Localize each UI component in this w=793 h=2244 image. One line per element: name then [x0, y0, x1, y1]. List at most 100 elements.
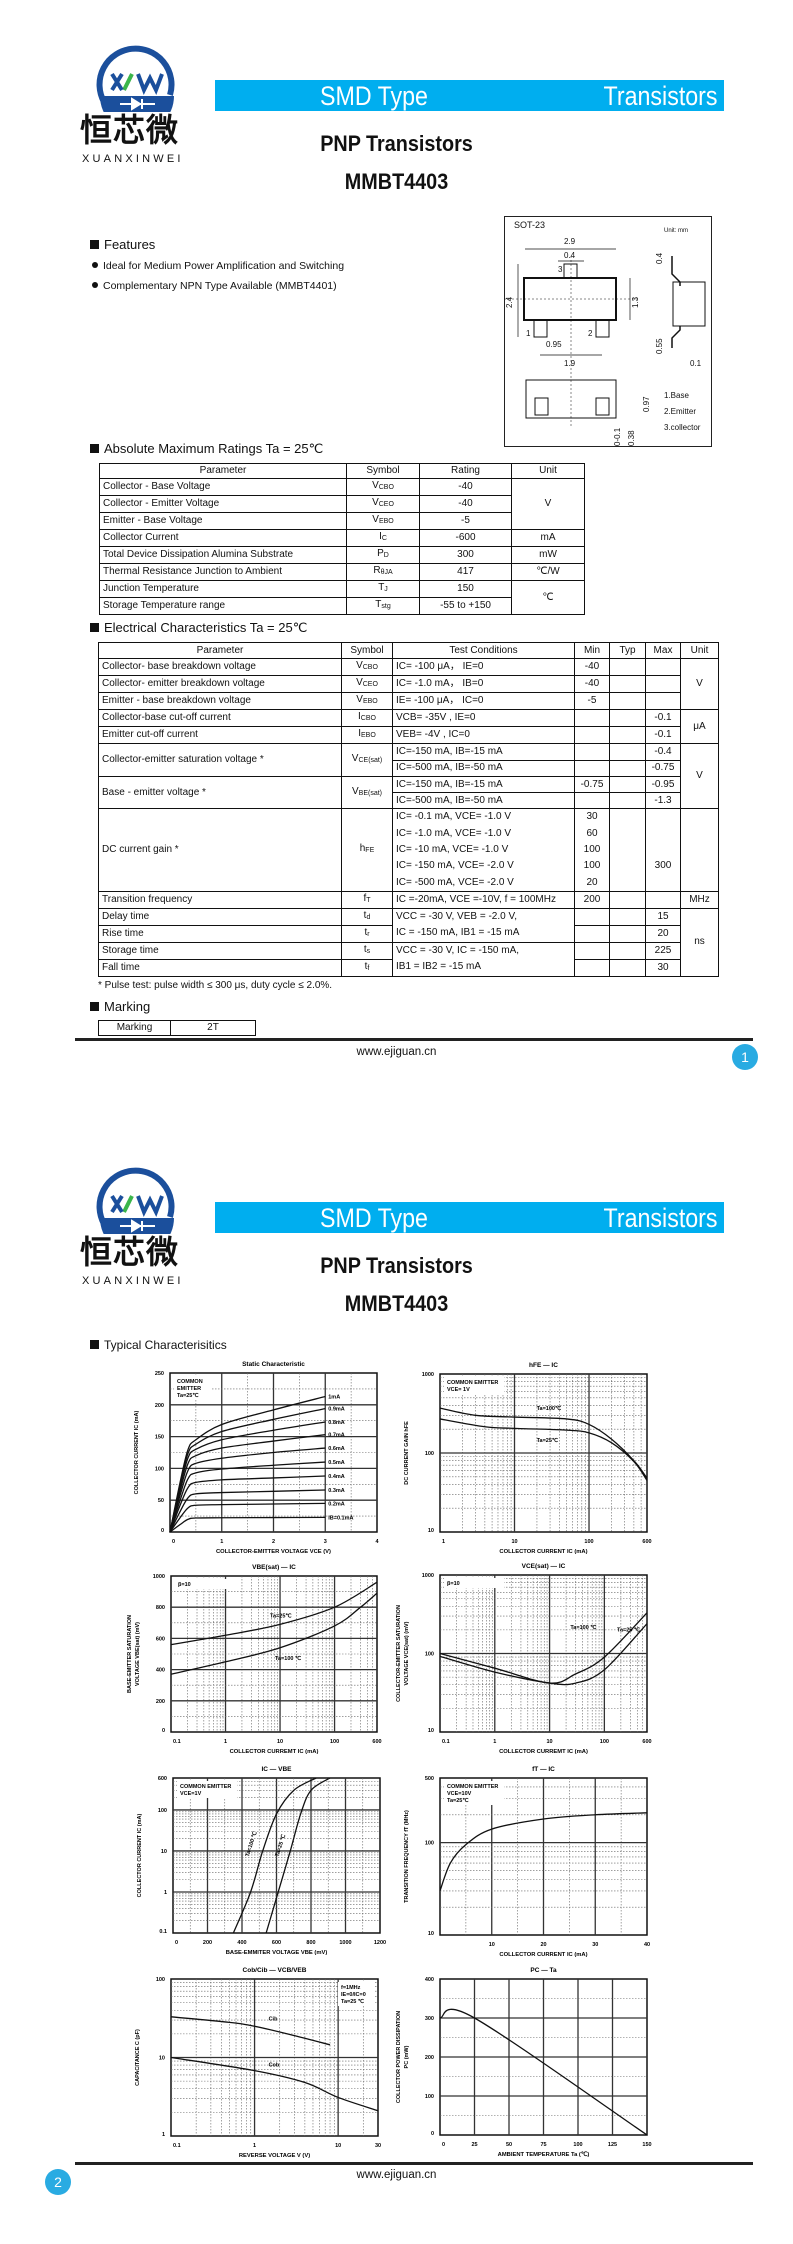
table-cell: PD [346, 546, 420, 564]
y-tick-label: 0 [431, 2131, 434, 2137]
table-cell: IEBO [341, 726, 393, 745]
marking-heading: Marking [90, 999, 150, 1014]
table-row: Collector-emitter saturation voltage * VC… [98, 743, 719, 810]
table-cell: Collector-emitter saturation voltage * [98, 743, 342, 777]
y-tick-label: 200 [156, 1699, 165, 1705]
symbol-base: t [363, 909, 367, 921]
series-line [169, 1475, 326, 1533]
x-tick-label: 0.1 [173, 1739, 181, 1745]
chart-note: β=10 [178, 1582, 191, 1588]
x-axis-label: COLLECTOR CURREMT IC (mA) [230, 1749, 319, 1755]
y-tick-label: 100 [155, 1466, 164, 1472]
y-tick-label: 250 [155, 1371, 164, 1377]
chart-title: hFE — IC [529, 1362, 558, 1369]
y-tick-label: 200 [425, 2055, 434, 2061]
table-cell [609, 658, 646, 677]
x-tick-label: 40 [644, 1942, 650, 1948]
cell-line: 60 [586, 827, 598, 839]
symbol-subscript: T [366, 896, 371, 904]
x-tick-label: 0 [172, 1539, 175, 1545]
table-cell [574, 907, 610, 926]
symbol-base: V [356, 694, 363, 706]
symbol-subscript: CEO [378, 501, 394, 508]
chart-note: COMMON EMITTER [180, 1784, 231, 1790]
cell-line: IC= -1.0 mA, VCE= -1.0 V [396, 827, 512, 839]
symbol-base: I [358, 728, 361, 740]
symbol-subscript: s [366, 947, 371, 955]
series-label: Ta=100 ℃ [275, 1655, 302, 1662]
table-cell [609, 759, 646, 777]
pin-legend: 3.collector [664, 423, 701, 432]
header-transistors: Transistors [604, 1203, 718, 1233]
table-cell [609, 941, 646, 960]
table-row: Base - emitter voltage * VBE(sat) IC=-150 … [98, 775, 719, 810]
marking-table: Marking 2T [98, 1020, 256, 1036]
feature-item: Complementary NPN Type Available (MMBT44… [92, 280, 337, 293]
table-cell: DC current gain * [98, 808, 342, 892]
series-label: Ta=100 ℃ [570, 1624, 597, 1631]
column-header: Min [574, 641, 610, 660]
table-cell: -0.75 [645, 759, 681, 777]
cell-line [649, 842, 677, 858]
y-tick-label: 500 [425, 1776, 434, 1782]
chart-note: VCE=10V [447, 1791, 472, 1797]
package-unit: Unit: mm [664, 228, 688, 234]
chart-note: f=1MHz [341, 1985, 361, 1991]
table-cell: VCEO [341, 675, 393, 694]
dimension-label: 0.1 [690, 359, 702, 368]
series-label: 0.3mA [328, 1488, 345, 1494]
chart-note: VCE=1V [180, 1791, 202, 1797]
header-banner: SMD Type Transistors [215, 80, 724, 111]
table-row: Collector - Emitter Voltage VCEO -40 [99, 495, 585, 513]
column-header: Test Conditions [392, 641, 575, 660]
y-tick-label: 400 [156, 1668, 165, 1674]
chart-title: Static Characteristic [242, 1361, 305, 1368]
column-header: Symbol [346, 463, 420, 479]
x-tick-label: 50 [506, 2142, 512, 2148]
x-tick-label: 1 [442, 1539, 445, 1545]
footer-url: www.ejiguan.cn [356, 2169, 437, 2181]
table-cell: MHz [680, 890, 719, 909]
series-label: Ta=25℃ [537, 1437, 559, 1444]
table-cell: V [680, 658, 719, 711]
table-cell: ℃ [511, 580, 585, 615]
symbol-subscript: CBO [360, 715, 376, 723]
pin-number: 1 [526, 329, 531, 338]
series-line [439, 1418, 648, 1481]
table-cell: 15 [645, 907, 681, 926]
table-cell [609, 808, 646, 892]
table-cell: Collector- emitter breakdown voltage [98, 675, 342, 694]
x-tick-label: 1 [493, 1739, 496, 1745]
x-tick-label: 0 [442, 2142, 445, 2148]
y-tick-label: 300 [425, 2016, 434, 2022]
symbol-base: V [351, 785, 359, 797]
column-header: Parameter [98, 641, 342, 660]
cell-line: VCC = -30 V, VEB = -2.0 V, [396, 911, 517, 923]
table-cell [574, 941, 610, 960]
y-axis-label: COLLECTOR-EMITTER SATURATION [396, 1605, 402, 1702]
table-cell: 30 [645, 958, 681, 977]
pin-number: 3 [558, 265, 563, 274]
table-header-row: Parameter Symbol Rating Unit [99, 463, 585, 479]
table-cell: IE= -100 μA， IC=0 [392, 692, 575, 711]
notes-box [175, 1579, 235, 1589]
square-bullet-icon [90, 444, 99, 453]
column-header: Rating [419, 463, 512, 479]
symbol-base: t [364, 960, 368, 972]
notes-box [338, 1982, 375, 2006]
column-header: Max [645, 641, 681, 660]
symbol-subscript: r [367, 930, 370, 938]
table-cell: td [341, 907, 393, 926]
pulse-test-note: * Pulse test: pulse width ≤ 300 μs, duty… [98, 980, 333, 991]
series-label: 0.7mA [328, 1433, 345, 1439]
cell-line: IB1 = IB2 = -15 mA [396, 961, 482, 973]
table-cell [574, 759, 610, 777]
square-bullet-icon [90, 1002, 99, 1011]
table-cell: IC=-500 mA, IB=-50 mA [392, 759, 575, 777]
table-cell: IC=-150 mA, IB=-15 mA [392, 775, 575, 794]
symbol-base: I [379, 531, 382, 542]
chart-title: fT — IC [532, 1766, 555, 1773]
table-cell: Total Device Dissipation Alumina Substra… [99, 546, 347, 564]
y-axis-label: COLLECTOR CURRENT IC (mA) [134, 1411, 140, 1495]
symbol-base: h [359, 843, 366, 855]
